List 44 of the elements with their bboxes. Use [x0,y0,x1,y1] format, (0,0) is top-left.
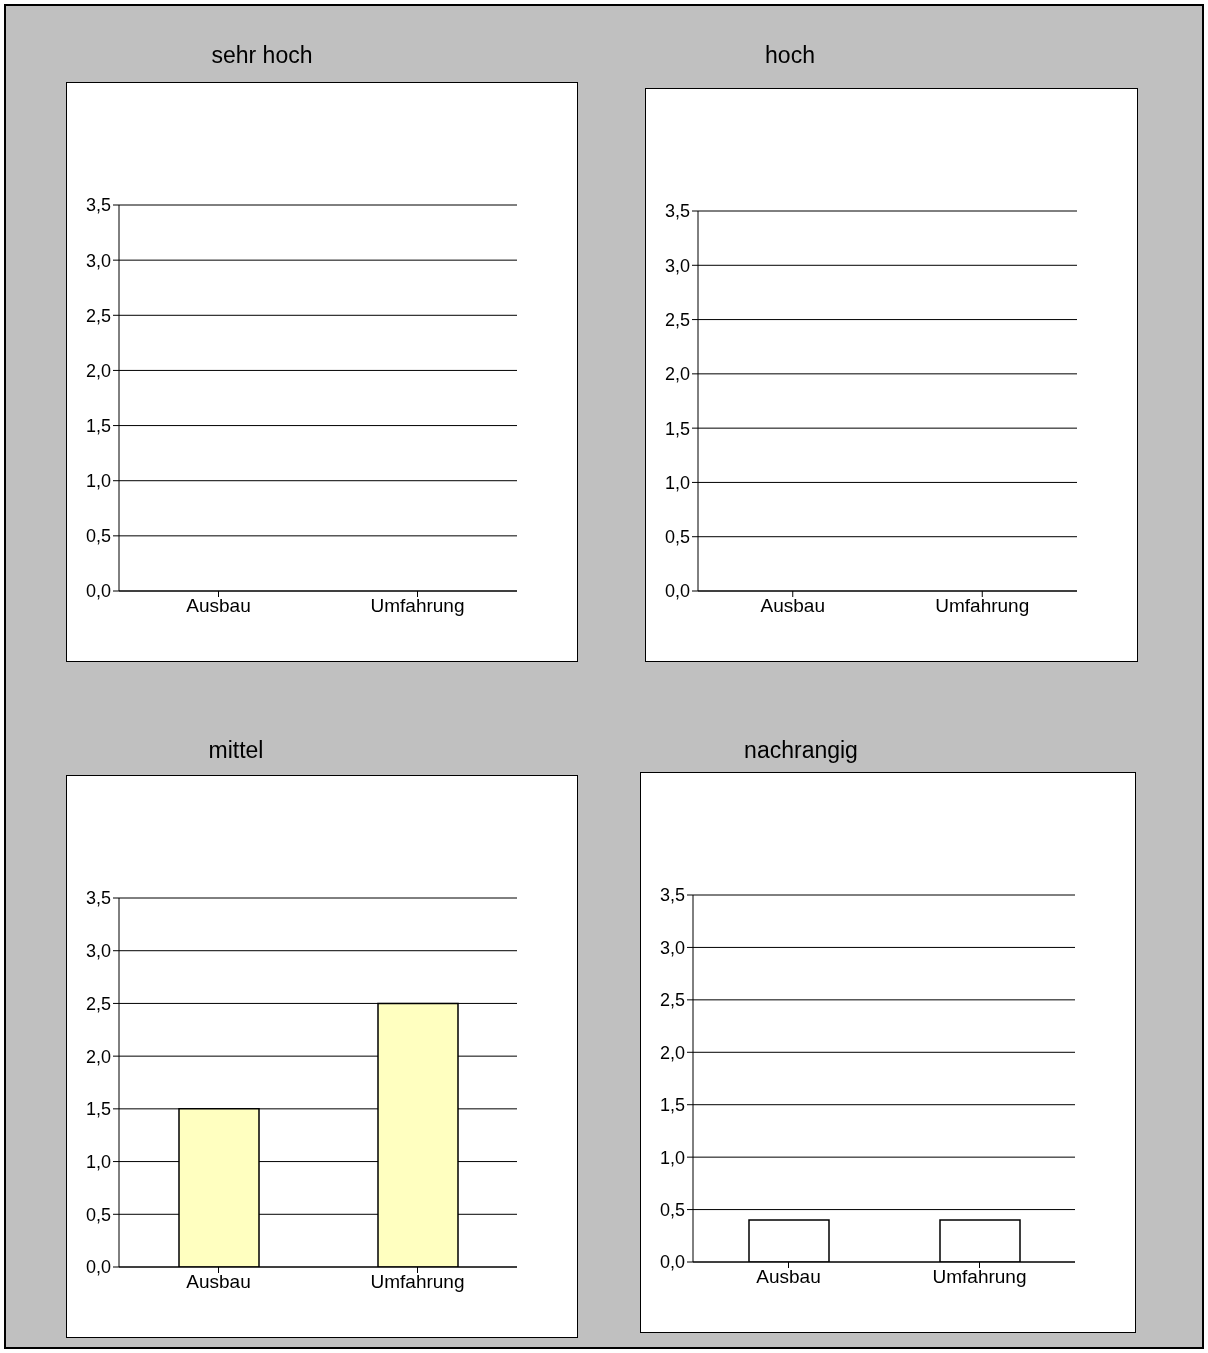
x-tick-label: Umfahrung [370,595,465,617]
x-tick-label: Ausbau [756,1266,821,1288]
y-tick-label: 0,5 [664,527,690,548]
y-tick-label: 1,5 [664,418,690,439]
y-tick-label: 1,0 [659,1147,685,1168]
y-tick-label: 3,5 [85,195,111,216]
y-tick-label: 3,0 [85,941,111,962]
x-tick-label: Umfahrung [935,595,1030,617]
y-tick-label: 2,0 [659,1042,685,1063]
y-tick-label: 1,5 [85,415,111,436]
y-tick-label: 2,0 [85,1046,111,1067]
x-tick-label: Ausbau [186,595,251,617]
y-tick-label: 3,5 [85,888,111,909]
y-tick-label: 0,0 [664,581,690,602]
x-tick-label: Umfahrung [370,1271,465,1293]
chart-title: nachrangig [743,737,859,764]
y-tick-label: 0,5 [85,1204,111,1225]
chart-title: mittel [207,737,265,764]
y-tick-label: 1,0 [85,1151,111,1172]
y-tick-label: 1,0 [85,471,111,492]
x-tick-label: Umfahrung [932,1266,1027,1288]
y-tick-label: 1,5 [85,1099,111,1120]
chart-title: sehr hoch [210,42,314,69]
x-tick-label: Ausbau [186,1271,251,1293]
y-tick-label: 2,5 [85,305,111,326]
y-tick-label: 0,0 [659,1252,685,1273]
y-tick-label: 0,0 [85,581,111,602]
y-tick-label: 1,5 [659,1095,685,1116]
y-tick-label: 0,5 [659,1199,685,1220]
y-tick-label: 3,0 [664,255,690,276]
y-tick-label: 2,5 [659,990,685,1011]
y-tick-label: 3,5 [664,201,690,222]
y-tick-label: 3,0 [659,937,685,958]
y-tick-label: 2,5 [85,993,111,1014]
y-tick-label: 0,0 [85,1257,111,1278]
y-tick-label: 2,0 [664,364,690,385]
y-tick-label: 1,0 [664,472,690,493]
y-tick-label: 2,5 [664,309,690,330]
y-tick-label: 3,0 [85,250,111,271]
chart-title: hoch [764,42,816,69]
x-tick-label: Ausbau [760,595,825,617]
y-tick-label: 3,5 [659,885,685,906]
y-tick-label: 0,5 [85,526,111,547]
y-tick-label: 2,0 [85,360,111,381]
